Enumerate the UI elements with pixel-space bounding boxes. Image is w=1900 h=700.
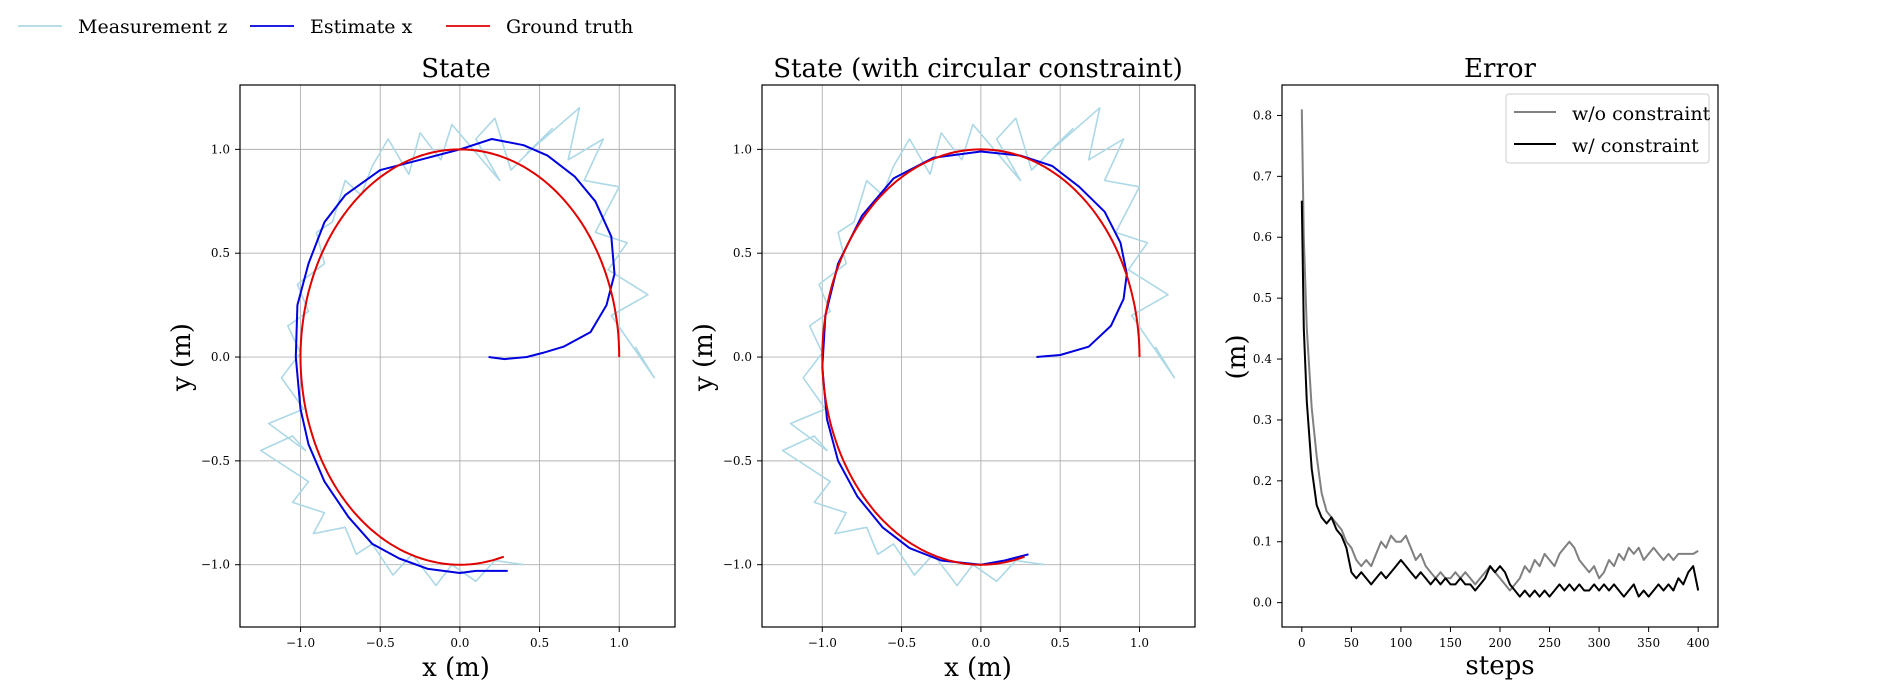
legend-label-without-constraint: w/o constraint [1572, 103, 1711, 125]
state-series-measurement-z [259, 107, 656, 587]
legend-label-with-constraint: w/ constraint [1572, 135, 1699, 157]
error-xtick-label-1: 50 [1344, 636, 1359, 650]
error-plot-area: 0 50 100 150 200 250 300 350 400 0.0 0.1 0.2 0.3 0.4 0… [1253, 84, 1719, 650]
constrained-state-series-estimate-x [821, 150, 1128, 566]
error-xtick-label-7: 350 [1637, 636, 1660, 650]
constrained-state-series-ground-truth [821, 148, 1141, 566]
state-axes-frame [239, 84, 676, 628]
error-xtick-label-8: 400 [1687, 636, 1710, 650]
state-panel-ylabel: y (m) [167, 323, 197, 392]
state-xtick-label-3: 0.5 [530, 636, 549, 650]
figure-legend: Measurement z Estimate x Ground truth [18, 16, 633, 38]
constrained-state-xtick-label-4: 1.0 [1130, 636, 1149, 650]
constrained-state-panel-title: State (with circular constraint) [773, 54, 1183, 84]
error-panel-ylabel: (m) [1222, 335, 1252, 380]
constrained-state-xtick-label-1: −0.5 [887, 636, 916, 650]
error-ytick-label-6: 0.6 [1253, 230, 1272, 244]
constrained-state-xtick-label-3: 0.5 [1051, 636, 1070, 650]
legend-entry-estimate: Estimate x [250, 16, 413, 38]
error-xtick-label-3: 150 [1439, 636, 1462, 650]
error-xtick-label-5: 250 [1538, 636, 1561, 650]
error-axes-frame [1281, 84, 1719, 628]
error-xtick-label-4: 200 [1489, 636, 1512, 650]
state-ytick-label-1: −0.5 [201, 454, 230, 468]
error-xtick-label-0: 0 [1298, 636, 1306, 650]
error-series-w-o-constraint [1300, 109, 1699, 592]
state-xtick-label-0: −1.0 [286, 636, 315, 650]
error-series-group [1300, 109, 1700, 598]
legend-entry-measurement: Measurement z [18, 16, 228, 38]
error-ytick-label-7: 0.7 [1253, 169, 1272, 183]
error-ytick-label-3: 0.3 [1253, 413, 1272, 427]
error-panel-legend: w/o constraint w/ constraint [1505, 93, 1711, 164]
constrained-state-plot-area: −1.0 −0.5 0.0 0.5 1.0 −1.0 −0.5 0.0 0.5 1.0 [723, 84, 1196, 650]
constrained-state-panel-ylabel: y (m) [689, 323, 719, 392]
constrained-state-ytick-label-4: 1.0 [733, 142, 752, 156]
error-legend-frame [1505, 93, 1710, 164]
state-panel-title: State [421, 54, 491, 84]
state-xtick-label-4: 1.0 [610, 636, 629, 650]
error-ytick-label-2: 0.2 [1253, 474, 1272, 488]
state-plot-area: −1.0 −0.5 0.0 0.5 1.0 −1.0 −0.5 0.0 0.5 1.0 [201, 84, 676, 650]
state-series-ground-truth [299, 148, 621, 566]
state-ytick-label-3: 0.5 [211, 246, 230, 260]
constrained-state-panel-xlabel: x (m) [944, 653, 1012, 683]
legend-entry-without-constraint: w/o constraint [1514, 103, 1711, 125]
error-xtick-label-2: 100 [1389, 636, 1412, 650]
constrained-state-xtick-label-0: −1.0 [808, 636, 837, 650]
constrained-state-ytick-label-1: −0.5 [723, 454, 752, 468]
state-panel: −1.0 −0.5 0.0 0.5 1.0 −1.0 −0.5 0.0 0.5 1.0 State… [167, 54, 676, 683]
state-ytick-label-0: −1.0 [201, 558, 230, 572]
state-ytick-label-2: 0.0 [211, 350, 230, 364]
constrained-state-series-group [781, 107, 1176, 587]
error-panel-xlabel: steps [1465, 651, 1534, 681]
error-series-w-constraint [1300, 200, 1700, 598]
legend-entry-with-constraint: w/ constraint [1514, 135, 1699, 157]
constrained-state-panel: −1.0 −0.5 0.0 0.5 1.0 −1.0 −0.5 0.0 0.5 1.0 State… [689, 54, 1196, 683]
constrained-state-ytick-label-0: −1.0 [723, 558, 752, 572]
state-xtick-label-1: −0.5 [366, 636, 395, 650]
constrained-state-ytick-label-3: 0.5 [733, 246, 752, 260]
legend-label-measurement: Measurement z [78, 16, 228, 38]
error-ytick-label-0: 0.0 [1253, 596, 1272, 610]
legend-entry-ground-truth: Ground truth [446, 16, 633, 38]
state-panel-xlabel: x (m) [422, 653, 490, 683]
legend-label-estimate: Estimate x [310, 16, 413, 38]
error-xtick-label-6: 300 [1588, 636, 1611, 650]
error-panel: 0 50 100 150 200 250 300 350 400 0.0 0.1 0.2 0.3 0.4 0… [1222, 54, 1719, 681]
state-series-group [259, 107, 656, 587]
error-ytick-label-1: 0.1 [1253, 535, 1272, 549]
legend-label-ground-truth: Ground truth [506, 16, 633, 38]
constrained-state-series-measurement-z [781, 107, 1176, 587]
error-ytick-label-5: 0.5 [1253, 291, 1272, 305]
constrained-state-axes-frame [761, 84, 1196, 628]
state-xtick-label-2: 0.0 [450, 636, 469, 650]
error-ytick-label-8: 0.8 [1253, 108, 1272, 122]
constrained-state-xtick-label-2: 0.0 [971, 636, 990, 650]
state-ytick-label-4: 1.0 [211, 142, 230, 156]
constrained-state-ytick-label-2: 0.0 [733, 350, 752, 364]
error-ytick-label-4: 0.4 [1253, 352, 1272, 366]
error-panel-title: Error [1464, 54, 1536, 84]
